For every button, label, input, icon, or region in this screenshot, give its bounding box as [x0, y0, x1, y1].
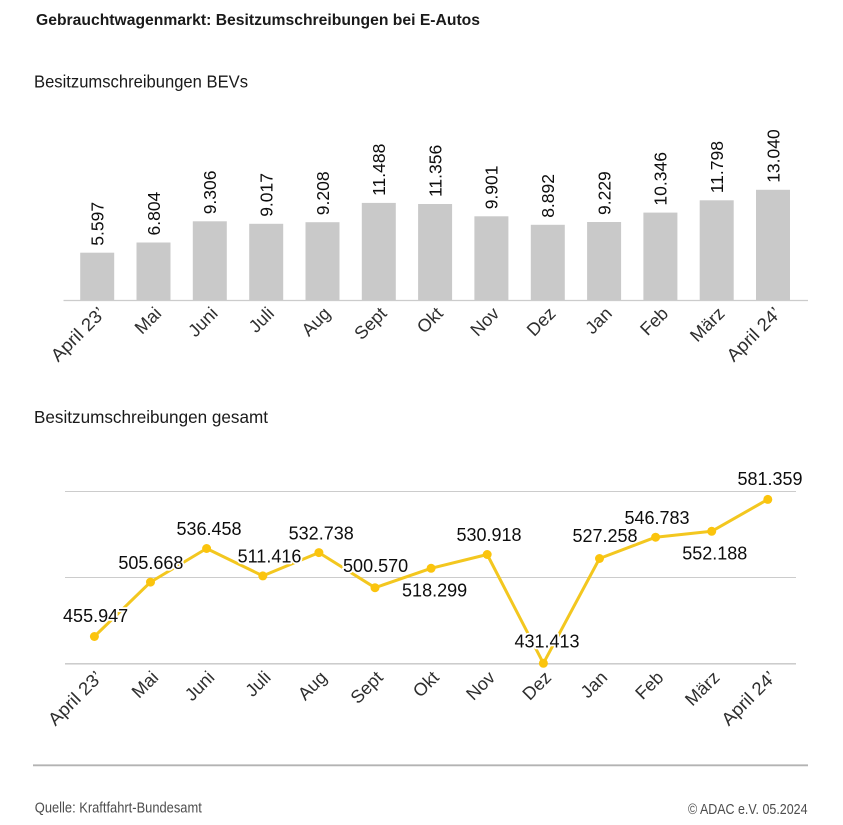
- svg-text:Besitzumschreibungen gesamt: Besitzumschreibungen gesamt: [34, 407, 268, 427]
- svg-text:9.306: 9.306: [200, 171, 220, 215]
- svg-text:505.668: 505.668: [118, 553, 183, 573]
- svg-text:9.208: 9.208: [313, 171, 333, 215]
- svg-text:9.901: 9.901: [482, 166, 502, 210]
- svg-text:532.738: 532.738: [289, 523, 354, 543]
- svg-text:511.416: 511.416: [238, 547, 302, 567]
- svg-text:552.188: 552.188: [682, 544, 747, 564]
- svg-text:546.783: 546.783: [624, 508, 689, 528]
- svg-text:Besitzumschreibungen BEVs: Besitzumschreibungen BEVs: [34, 72, 248, 92]
- svg-text:518.299: 518.299: [402, 581, 467, 601]
- svg-text:431.413: 431.413: [514, 631, 579, 651]
- svg-text:Quelle: Kraftfahrt-Bundesamt: Quelle: Kraftfahrt-Bundesamt: [35, 800, 203, 817]
- svg-text:581.359: 581.359: [737, 469, 802, 489]
- svg-text:© ADAC e.V. 05.2024: © ADAC e.V. 05.2024: [688, 801, 808, 818]
- svg-text:11.798: 11.798: [707, 141, 727, 193]
- svg-text:6.804: 6.804: [144, 191, 164, 235]
- svg-text:11.356: 11.356: [425, 145, 445, 197]
- svg-text:10.346: 10.346: [651, 152, 671, 206]
- svg-text:8.892: 8.892: [538, 174, 558, 218]
- svg-text:Gebrauchtwagenmarkt: Besitzums: Gebrauchtwagenmarkt: Besitzumschreibunge…: [36, 12, 480, 29]
- svg-text:5.597: 5.597: [88, 202, 108, 246]
- svg-text:530.918: 530.918: [456, 525, 521, 545]
- svg-text:13.040: 13.040: [763, 129, 783, 183]
- svg-text:9.017: 9.017: [257, 173, 277, 217]
- svg-text:11.488: 11.488: [369, 144, 389, 196]
- svg-text:536.458: 536.458: [176, 519, 241, 539]
- svg-text:455.947: 455.947: [63, 606, 128, 626]
- svg-text:500.570: 500.570: [343, 556, 408, 576]
- svg-text:9.229: 9.229: [594, 171, 614, 215]
- svg-text:527.258: 527.258: [572, 526, 637, 546]
